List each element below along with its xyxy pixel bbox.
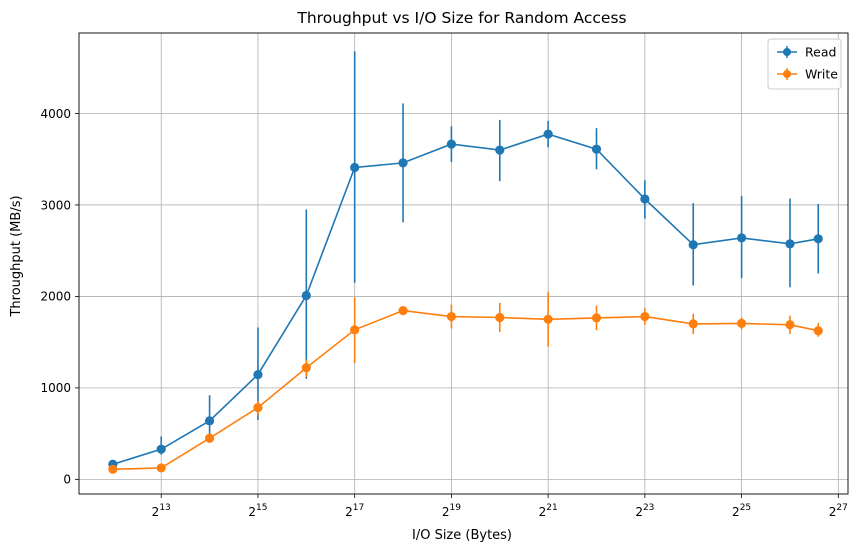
read-series-line xyxy=(112,133,819,466)
x-tick-base: 2 xyxy=(248,505,256,519)
x-tick-exponent: 19 xyxy=(450,503,462,513)
read-point xyxy=(736,233,747,243)
legend-read-marker xyxy=(783,48,791,56)
x-tick-base: 2 xyxy=(635,505,643,519)
read-point xyxy=(156,444,166,454)
x-tick-label: 219 xyxy=(442,503,461,519)
read-point xyxy=(640,194,650,204)
write-point xyxy=(108,464,118,474)
read-point xyxy=(543,129,553,139)
read-point xyxy=(591,144,602,154)
read-point xyxy=(204,416,215,426)
x-axis-label: I/O Size (Bytes) xyxy=(412,528,512,543)
read-point xyxy=(398,158,408,168)
write-point xyxy=(446,311,457,322)
legend-entry-write: Write xyxy=(777,67,838,82)
write-point xyxy=(688,319,698,329)
read-point xyxy=(253,370,263,380)
series-write xyxy=(108,291,823,474)
x-tick-exponent: 15 xyxy=(256,503,267,513)
x-tick-label: 221 xyxy=(539,503,558,519)
read-point xyxy=(350,162,360,173)
x-tick-exponent: 23 xyxy=(643,503,654,513)
x-tick-base: 2 xyxy=(539,505,547,519)
legend-write-marker xyxy=(783,70,791,78)
y-tick-label: 4000 xyxy=(40,107,71,121)
x-tick-label: 217 xyxy=(345,503,364,519)
x-tick-label: 227 xyxy=(829,503,848,519)
legend: Read Write xyxy=(767,38,842,90)
legend-write-label: Write xyxy=(805,67,838,82)
x-tick-exponent: 25 xyxy=(740,503,751,513)
x-tick-label: 215 xyxy=(248,503,267,519)
x-tick-label: 225 xyxy=(732,503,751,519)
write-point xyxy=(813,326,823,336)
read-point xyxy=(688,240,698,250)
series-read xyxy=(108,51,823,469)
x-tick-exponent: 13 xyxy=(159,503,170,513)
x-tick-label: 223 xyxy=(635,503,654,519)
x-tick-base: 2 xyxy=(345,505,353,519)
write-point xyxy=(350,325,360,335)
read-point xyxy=(495,145,505,155)
write-point xyxy=(785,320,795,330)
write-point xyxy=(495,312,505,323)
series-layer xyxy=(108,51,823,474)
y-axis-label: Throughput (MB/s) xyxy=(9,195,24,317)
y-tick-label: 2000 xyxy=(40,290,71,304)
write-point xyxy=(543,314,553,324)
chart-title: Throughput vs I/O Size for Random Access xyxy=(296,9,626,27)
write-point xyxy=(156,463,166,473)
write-point xyxy=(253,402,263,413)
y-tick-label: 3000 xyxy=(40,198,71,212)
x-tick-base: 2 xyxy=(732,505,740,519)
write-point xyxy=(591,313,602,323)
write-point xyxy=(736,318,747,329)
read-point xyxy=(446,139,457,149)
read-point xyxy=(301,290,311,301)
legend-entry-read: Read xyxy=(777,45,836,60)
x-tick-base: 2 xyxy=(152,505,160,519)
y-tick-label: 1000 xyxy=(40,381,71,395)
write-point xyxy=(640,311,650,322)
x-tick-label: 213 xyxy=(152,503,171,519)
y-tick-label: 0 xyxy=(63,473,71,487)
x-tick-exponent: 27 xyxy=(836,503,847,513)
x-tick-exponent: 21 xyxy=(546,503,557,513)
read-point xyxy=(785,239,795,249)
write-series-line xyxy=(112,309,819,471)
x-tick-exponent: 17 xyxy=(353,503,364,513)
plot-frame xyxy=(78,32,849,495)
legend-read-label: Read xyxy=(805,45,836,60)
read-point xyxy=(813,234,823,244)
write-point xyxy=(398,306,408,316)
ticks-layer: 213 215 217 219 221 223 225 2270100020003000400… xyxy=(40,107,847,519)
x-tick-base: 2 xyxy=(829,505,837,519)
write-point xyxy=(301,363,311,373)
write-point xyxy=(204,433,215,443)
x-tick-base: 2 xyxy=(442,505,450,519)
